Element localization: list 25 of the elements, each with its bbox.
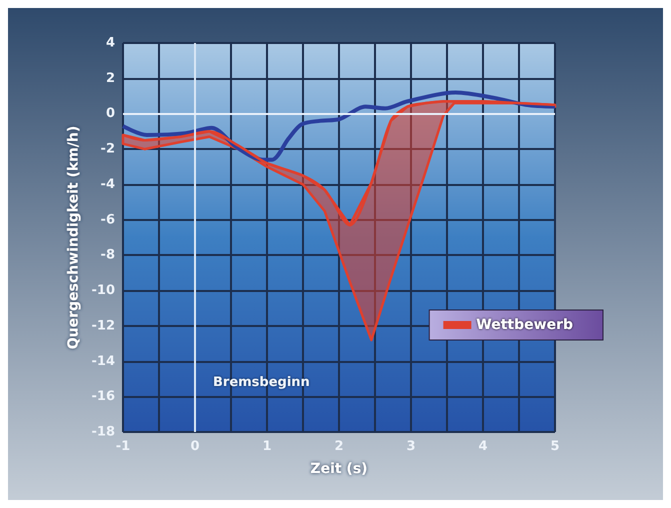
line-series	[121, 90, 557, 162]
y-tick-label: -16	[92, 389, 115, 404]
y-tick-label: -14	[92, 354, 115, 369]
x-tick-label: 3	[406, 439, 416, 454]
x-tick-label: 2	[334, 439, 344, 454]
x-tick-label: 0	[190, 439, 200, 454]
x-axis-title: Zeit (s)	[310, 461, 368, 477]
y-tick-label: 4	[106, 36, 115, 50]
y-tick-label: -8	[100, 248, 115, 263]
x-tick-label: -1	[116, 439, 130, 454]
y-tick-label: -18	[92, 424, 115, 440]
y-tick-label: -10	[92, 283, 115, 298]
y-tick-label: -6	[100, 212, 115, 228]
y-tick-label: 0	[106, 106, 115, 122]
x-tick-label: 5	[550, 439, 560, 454]
annotation: Bremsbeginn	[213, 375, 310, 390]
y-tick-label: -4	[100, 176, 115, 192]
x-tick-label: 1	[262, 439, 272, 454]
y-axis-title: Quergeschwindigkeit (km/h)	[66, 126, 82, 350]
y-tick-label: -12	[92, 318, 115, 334]
legend-label: Wettbewerb	[476, 317, 574, 333]
y-tick-label: -2	[100, 142, 115, 157]
line-series	[122, 100, 556, 226]
y-tick-label: 2	[106, 70, 115, 86]
x-tick-label: 4	[478, 439, 488, 454]
